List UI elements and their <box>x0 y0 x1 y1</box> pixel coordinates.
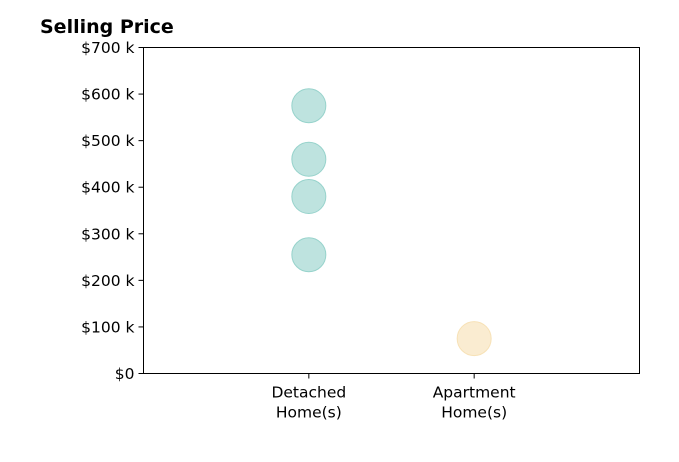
y-tick-label: $500 k <box>81 132 134 150</box>
chart-title: Selling Price <box>40 16 174 38</box>
plot-area-frame <box>143 47 640 374</box>
y-tick-label: $600 k <box>81 86 134 104</box>
x-tick-label: Detached Home(s) <box>271 384 346 422</box>
data-point <box>291 179 327 215</box>
x-tick-label: Apartment Home(s) <box>433 384 516 422</box>
data-point <box>291 88 327 124</box>
data-point <box>456 321 492 357</box>
y-axis: $0 $100 k $200 k $300 k $400 k $500 k $600 k $7… <box>81 39 144 383</box>
y-tick-label: $100 k <box>81 318 134 336</box>
y-tick-label: $200 k <box>81 272 134 290</box>
x-axis: Detached Home(s) Apartment Home(s) <box>271 373 516 422</box>
y-tick-label: $300 k <box>81 225 134 243</box>
data-point <box>291 237 327 273</box>
points-layer <box>291 88 492 357</box>
y-tick-label: $700 k <box>81 39 134 57</box>
y-tick-label: $0 <box>115 365 135 383</box>
data-point <box>291 141 327 177</box>
y-tick-label: $400 k <box>81 179 134 197</box>
